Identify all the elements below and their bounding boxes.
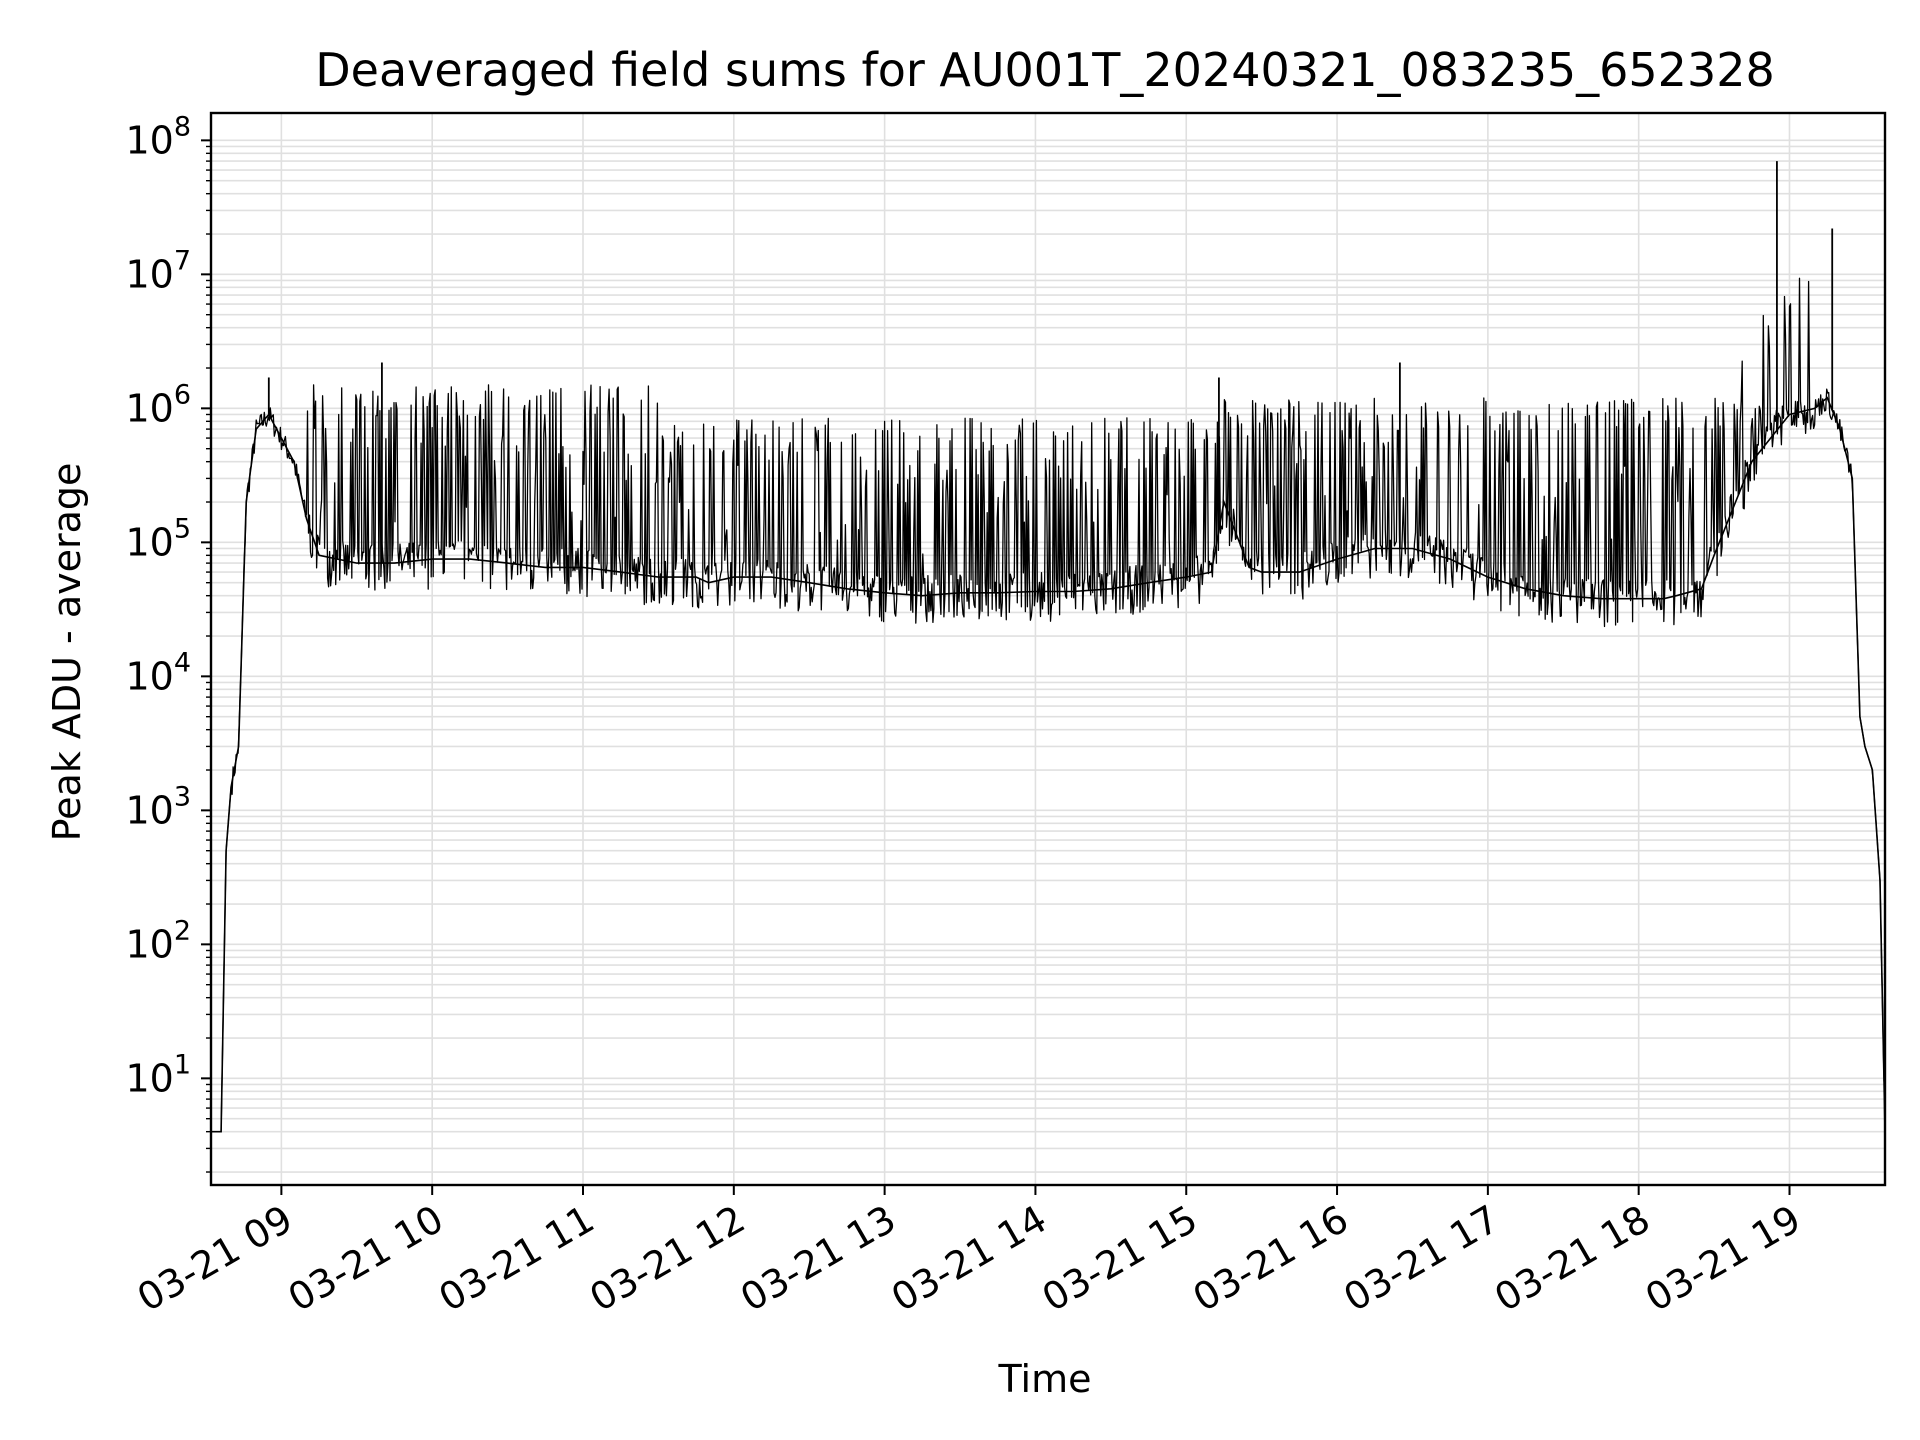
series-trace — [211, 277, 1885, 1133]
y-tick-base: 10 — [125, 1056, 173, 1100]
y-tick-exponent: 7 — [174, 245, 191, 276]
chart-title: Deaveraged field sums for AU001T_2024032… — [315, 43, 1775, 97]
y-tick-exponent: 8 — [174, 111, 191, 142]
y-tick-base: 10 — [125, 654, 173, 698]
x-axis-label: Time — [998, 1357, 1092, 1401]
y-axis-label: Peak ADU - average — [45, 463, 89, 842]
y-tick-exponent: 5 — [174, 513, 191, 544]
y-tick-label: 108 — [125, 111, 191, 162]
y-tick-exponent: 1 — [174, 1049, 191, 1080]
y-tick-base: 10 — [125, 922, 173, 966]
y-tick-base: 10 — [125, 386, 173, 430]
axes-frame — [209, 111, 1887, 1187]
y-tick-label: 106 — [125, 379, 191, 430]
series-line — [211, 396, 1886, 1133]
y-tick-label: 103 — [125, 781, 191, 832]
y-tick-base: 10 — [125, 520, 173, 564]
y-tick-label: 102 — [125, 915, 191, 966]
plot-area — [211, 161, 1886, 1133]
y-tick-label: 104 — [125, 647, 191, 698]
y-tick-exponent: 6 — [174, 379, 191, 410]
y-tick-base: 10 — [125, 788, 173, 832]
y-tick-exponent: 4 — [174, 647, 191, 678]
y-tick-label: 107 — [125, 245, 191, 296]
y-tick-base: 10 — [125, 118, 173, 162]
y-tick-label: 105 — [125, 513, 191, 564]
y-tick-base: 10 — [125, 252, 173, 296]
y-tick-exponent: 2 — [174, 915, 191, 946]
y-tick-label: 101 — [125, 1049, 191, 1100]
grid — [211, 113, 1885, 1185]
y-tick-exponent: 3 — [174, 781, 191, 812]
